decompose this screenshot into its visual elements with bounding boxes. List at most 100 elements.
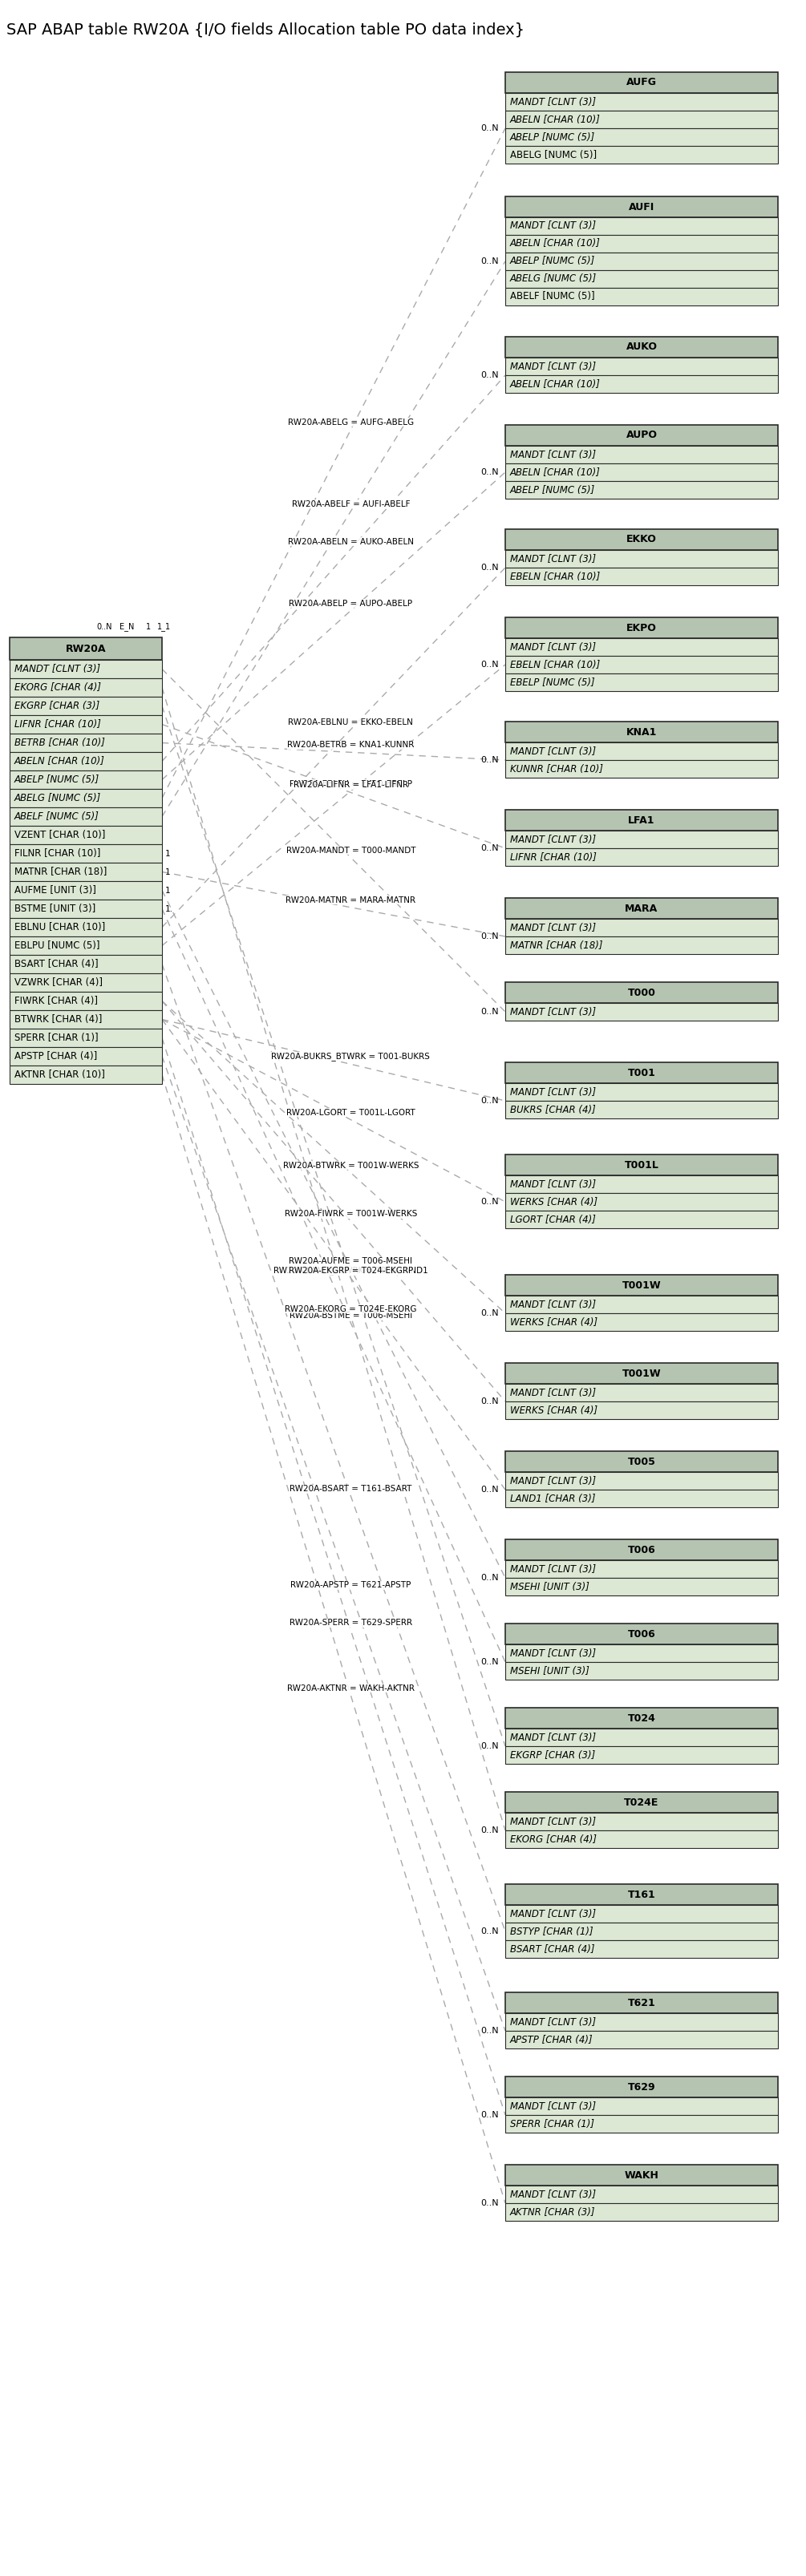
Text: ABELP [NUMC (5)]: ABELP [NUMC (5)] bbox=[510, 255, 596, 265]
Text: EKPO: EKPO bbox=[626, 623, 657, 634]
Text: 0..N: 0..N bbox=[480, 1927, 499, 1935]
Text: BTWRK [CHAR (4)]: BTWRK [CHAR (4)] bbox=[15, 1015, 102, 1025]
Text: RW20A-AKTNR = WAKH-AKTNR: RW20A-AKTNR = WAKH-AKTNR bbox=[287, 1685, 414, 1692]
Bar bbox=[10, 788, 162, 806]
Bar bbox=[505, 111, 778, 129]
Bar bbox=[10, 734, 162, 752]
Bar bbox=[505, 760, 778, 778]
Bar bbox=[505, 1401, 778, 1419]
Text: ABELN [CHAR (10)]: ABELN [CHAR (10)] bbox=[510, 379, 600, 389]
Bar bbox=[505, 252, 778, 270]
Text: RW20A-EKORG = T024E-EKORG: RW20A-EKORG = T024E-EKORG bbox=[285, 1306, 417, 1314]
Bar bbox=[505, 216, 778, 234]
Text: APSTP [CHAR (4)]: APSTP [CHAR (4)] bbox=[510, 2035, 593, 2045]
Bar bbox=[505, 1154, 778, 1175]
Bar bbox=[505, 270, 778, 289]
Text: EKGRP [CHAR (3)]: EKGRP [CHAR (3)] bbox=[510, 1749, 596, 1759]
Text: RW20A-BUKRS_BTWRK = T001-BUKRS: RW20A-BUKRS_BTWRK = T001-BUKRS bbox=[272, 1051, 430, 1061]
Text: KUNNR [CHAR (10)]: KUNNR [CHAR (10)] bbox=[510, 762, 603, 773]
Bar bbox=[505, 337, 778, 358]
Text: AUFG: AUFG bbox=[626, 77, 657, 88]
Text: MANDT [CLNT (3)]: MANDT [CLNT (3)] bbox=[510, 1388, 596, 1399]
Text: 0..N: 0..N bbox=[480, 659, 499, 670]
Text: MANDT [CLNT (3)]: MANDT [CLNT (3)] bbox=[510, 641, 596, 652]
Text: MATNR [CHAR (18)]: MATNR [CHAR (18)] bbox=[15, 866, 107, 876]
Text: T001L: T001L bbox=[625, 1159, 659, 1170]
Bar bbox=[505, 1623, 778, 1643]
Bar bbox=[505, 848, 778, 866]
Bar bbox=[505, 1708, 778, 1728]
Text: ABELG [NUMC (5)]: ABELG [NUMC (5)] bbox=[15, 793, 102, 804]
Bar bbox=[10, 636, 162, 659]
Text: MANDT [CLNT (3)]: MANDT [CLNT (3)] bbox=[510, 98, 596, 108]
Bar bbox=[10, 863, 162, 881]
Bar bbox=[505, 1175, 778, 1193]
Bar bbox=[10, 770, 162, 788]
Bar bbox=[505, 2076, 778, 2097]
Text: SPERR [CHAR (1)]: SPERR [CHAR (1)] bbox=[510, 2117, 594, 2128]
Bar bbox=[505, 1489, 778, 1507]
Bar bbox=[505, 289, 778, 307]
Text: RW20A-LAND_BTWRK = T005-LAND1: RW20A-LAND_BTWRK = T005-LAND1 bbox=[273, 1265, 428, 1275]
Bar bbox=[505, 482, 778, 500]
Bar bbox=[505, 1471, 778, 1489]
Text: 1.: 1. bbox=[165, 904, 173, 912]
Bar bbox=[10, 659, 162, 677]
Text: MARA: MARA bbox=[625, 904, 659, 914]
Bar bbox=[10, 1028, 162, 1046]
Text: MANDT [CLNT (3)]: MANDT [CLNT (3)] bbox=[510, 1909, 596, 1919]
Bar bbox=[10, 956, 162, 974]
Text: SPERR [CHAR (1)]: SPERR [CHAR (1)] bbox=[15, 1033, 98, 1043]
Text: 0..N: 0..N bbox=[480, 2110, 499, 2120]
Bar bbox=[10, 1010, 162, 1028]
Bar bbox=[10, 1066, 162, 1084]
Bar bbox=[505, 234, 778, 252]
Text: WAKH: WAKH bbox=[625, 2169, 659, 2179]
Bar bbox=[505, 358, 778, 376]
Text: T629: T629 bbox=[628, 2081, 655, 2092]
Text: RW20A-SPERR = T629-SPERR: RW20A-SPERR = T629-SPERR bbox=[289, 1620, 412, 1628]
Text: WERKS [CHAR (4)]: WERKS [CHAR (4)] bbox=[510, 1404, 597, 1414]
Text: RW20A-BETRB = KNA1-KUNNR: RW20A-BETRB = KNA1-KUNNR bbox=[287, 742, 414, 750]
Text: ABELP [NUMC (5)]: ABELP [NUMC (5)] bbox=[15, 775, 100, 786]
Text: RW20A-EBLNU = EKKO-EBELN: RW20A-EBLNU = EKKO-EBELN bbox=[289, 719, 413, 726]
Text: SAP ABAP table RW20A {I/O fields Allocation table PO data index}: SAP ABAP table RW20A {I/O fields Allocat… bbox=[6, 23, 525, 39]
Text: MANDT [CLNT (3)]: MANDT [CLNT (3)] bbox=[510, 1476, 596, 1486]
Bar bbox=[505, 464, 778, 482]
Text: RW20A-LIFNR = LFA1-LIFNR: RW20A-LIFNR = LFA1-LIFNR bbox=[293, 781, 408, 788]
Bar bbox=[505, 1363, 778, 1383]
Bar bbox=[505, 1275, 778, 1296]
Text: RW20A-BSART = T161-BSART: RW20A-BSART = T161-BSART bbox=[289, 1484, 412, 1494]
Bar bbox=[505, 1540, 778, 1561]
Text: ABELN [CHAR (10)]: ABELN [CHAR (10)] bbox=[510, 240, 600, 250]
Text: 0..N: 0..N bbox=[480, 2200, 499, 2208]
Text: MANDT [CLNT (3)]: MANDT [CLNT (3)] bbox=[510, 1649, 596, 1659]
Bar bbox=[505, 1100, 778, 1118]
Text: AUPO: AUPO bbox=[626, 430, 657, 440]
Bar bbox=[505, 72, 778, 93]
Text: EKORG [CHAR (4)]: EKORG [CHAR (4)] bbox=[510, 1834, 596, 1844]
Text: VZENT [CHAR (10)]: VZENT [CHAR (10)] bbox=[15, 829, 106, 840]
Bar bbox=[505, 1643, 778, 1662]
Bar bbox=[10, 696, 162, 716]
Bar bbox=[505, 567, 778, 585]
Text: BSART [CHAR (4)]: BSART [CHAR (4)] bbox=[510, 1945, 595, 1955]
Bar bbox=[505, 1904, 778, 1922]
Bar bbox=[505, 742, 778, 760]
Bar bbox=[505, 425, 778, 446]
Text: RW20A-FIWRK = T001W-WERKS: RW20A-FIWRK = T001W-WERKS bbox=[285, 1211, 418, 1218]
Text: BSART [CHAR (4)]: BSART [CHAR (4)] bbox=[15, 958, 98, 969]
Text: T001W: T001W bbox=[622, 1368, 661, 1378]
Text: EBELN [CHAR (10)]: EBELN [CHAR (10)] bbox=[510, 659, 600, 670]
Text: ABELF [NUMC (5)]: ABELF [NUMC (5)] bbox=[15, 811, 99, 822]
Text: AUFI: AUFI bbox=[629, 201, 654, 211]
Bar bbox=[505, 1579, 778, 1595]
Text: MANDT [CLNT (3)]: MANDT [CLNT (3)] bbox=[510, 2190, 596, 2200]
Bar bbox=[505, 1061, 778, 1082]
Text: ABELP [NUMC (5)]: ABELP [NUMC (5)] bbox=[510, 131, 596, 142]
Text: MANDT [CLNT (3)]: MANDT [CLNT (3)] bbox=[510, 554, 596, 564]
Bar bbox=[505, 1314, 778, 1332]
Bar bbox=[505, 981, 778, 1002]
Text: 0..N: 0..N bbox=[480, 1659, 499, 1667]
Text: ABELN [CHAR (10)]: ABELN [CHAR (10)] bbox=[510, 466, 600, 477]
